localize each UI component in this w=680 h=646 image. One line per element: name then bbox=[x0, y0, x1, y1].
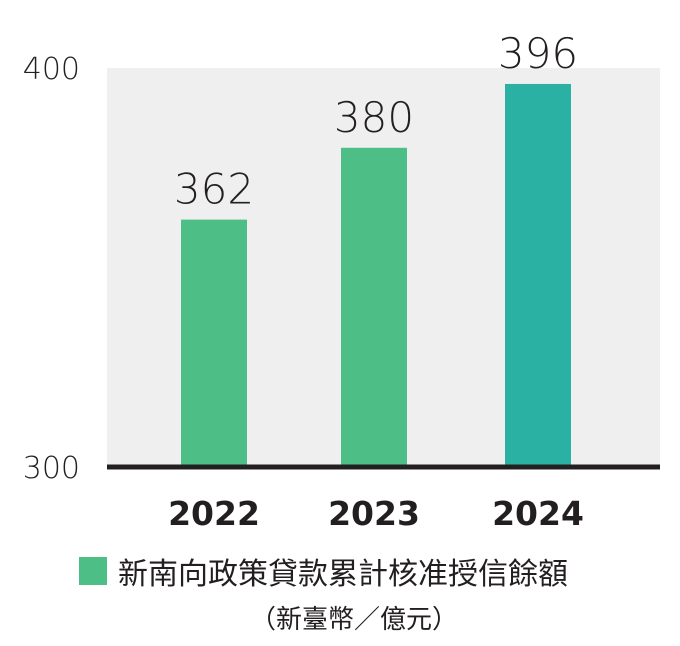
x-tick-label-2024: 2024 bbox=[492, 494, 584, 533]
legend: 新南向政策貸款累計核准授信餘額 （新臺幣／億元） bbox=[79, 557, 568, 635]
data-label-2024: 396 bbox=[498, 29, 578, 78]
data-label-2023: 380 bbox=[334, 93, 414, 142]
x-tick-label-2023: 2023 bbox=[328, 494, 420, 533]
data-labels-group: 362 380 396 bbox=[174, 29, 578, 214]
bars-group bbox=[181, 83, 571, 468]
x-tick-labels-group: 2022 2023 2024 bbox=[168, 494, 584, 533]
unit-label: （新臺幣／億元） bbox=[250, 605, 458, 635]
y-tick-label-400: 400 bbox=[23, 52, 80, 87]
x-tick-label-2022: 2022 bbox=[168, 494, 260, 533]
bar-2022 bbox=[181, 219, 247, 467]
bar-2023 bbox=[341, 147, 407, 468]
bar-2024 bbox=[505, 83, 571, 468]
y-tick-label-300: 300 bbox=[23, 451, 80, 486]
legend-label: 新南向政策貸款累計核准授信餘額 bbox=[118, 557, 568, 592]
data-label-2022: 362 bbox=[174, 165, 254, 214]
legend-swatch bbox=[79, 557, 107, 585]
y-tick-labels-group: 300 400 bbox=[23, 52, 80, 486]
